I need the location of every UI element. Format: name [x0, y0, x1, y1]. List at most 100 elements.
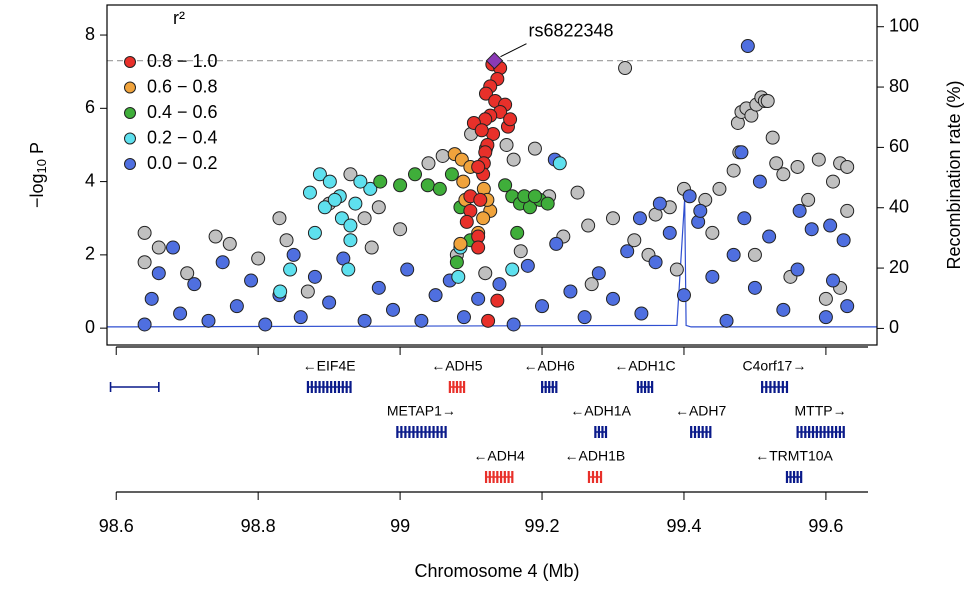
gene-exon: [408, 426, 411, 438]
gene-exon: [796, 426, 799, 438]
snp-point: [322, 174, 337, 189]
snp-point: [371, 200, 386, 215]
gene-exon: [337, 381, 341, 393]
gene-exon: [842, 426, 845, 438]
snp-point: [451, 269, 466, 284]
snp-point: [747, 280, 762, 295]
snp-point: [357, 313, 372, 328]
x-tick-label: 99.6: [808, 516, 843, 536]
snp-point: [676, 288, 691, 303]
snp-point: [317, 200, 332, 215]
legend-marker: [124, 56, 136, 68]
snp-point: [840, 159, 855, 174]
x-tick-label: 99: [390, 516, 410, 536]
snp-point: [506, 317, 521, 332]
gene-exon: [488, 471, 491, 483]
gene-exon: [459, 381, 462, 393]
snp-point: [719, 313, 734, 328]
snp-point: [510, 225, 525, 240]
gene-exon: [823, 426, 826, 438]
snp-point: [393, 178, 408, 193]
snp-point: [769, 156, 784, 171]
snp-point: [823, 218, 838, 233]
gene-exon: [838, 426, 842, 438]
snp-point: [513, 244, 528, 259]
gene-label: ←ADH4: [473, 448, 525, 464]
snp-point: [435, 148, 450, 163]
snp-point: [307, 269, 322, 284]
gene-exon: [462, 381, 466, 393]
snp-point: [760, 93, 775, 108]
annotation-leader: [500, 43, 527, 58]
legend-label: 0.6 − 0.8: [147, 76, 218, 96]
snp-point: [353, 174, 368, 189]
snp-point: [283, 262, 298, 277]
snp-point: [386, 302, 400, 317]
snp-point: [634, 306, 649, 321]
gene-exon: [697, 426, 700, 438]
snp-point: [428, 288, 443, 303]
y-axis-label: −log10 P: [27, 142, 50, 208]
legend-label: 0.2 − 0.4: [147, 127, 218, 147]
snp-point: [456, 174, 471, 189]
gene-exon: [345, 381, 348, 393]
snp-point: [302, 185, 317, 200]
snp-point: [420, 178, 435, 193]
gene-exon: [690, 426, 693, 438]
snp-point: [456, 310, 471, 325]
gene-exon: [693, 426, 697, 438]
snp-point: [801, 192, 816, 207]
legend-marker: [124, 81, 136, 94]
snp-point: [618, 61, 633, 76]
snp-point: [549, 236, 564, 251]
snp-point: [490, 293, 505, 308]
snp-point: [307, 225, 322, 240]
snp-point: [503, 112, 518, 127]
y2-tick-label: 20: [889, 257, 909, 277]
snp-point: [811, 152, 826, 167]
gene-exon: [781, 381, 784, 393]
y2-tick-label: 40: [889, 196, 909, 216]
gene-label: ←ADH1A: [570, 403, 631, 419]
gene-exon: [597, 426, 601, 438]
gene-exon: [503, 471, 506, 483]
snp-point: [273, 284, 288, 299]
gene-label: MTTP→: [795, 403, 847, 419]
snp-point: [836, 233, 851, 248]
gene-exon: [496, 471, 499, 483]
snp-point: [279, 233, 294, 248]
gene-exon: [800, 471, 803, 483]
snp-point: [166, 240, 180, 255]
gene-exon: [420, 426, 423, 438]
snp-point: [343, 167, 358, 182]
gene-exon: [548, 381, 551, 393]
gene-exon: [448, 381, 451, 393]
y2-tick-label: 100: [889, 15, 919, 35]
snp-point: [584, 277, 599, 292]
gene-exon: [599, 471, 603, 483]
gene-exon: [595, 471, 599, 483]
gene-exon: [318, 381, 321, 393]
gene-exon: [432, 426, 435, 438]
gene-exon: [601, 426, 604, 438]
snp-point: [581, 218, 596, 233]
gene-exon: [492, 471, 495, 483]
gene-exon: [341, 381, 344, 393]
snp-point: [499, 137, 514, 152]
snp-point: [790, 159, 805, 174]
snp-point: [393, 222, 408, 237]
gene-label: ←EIF4E: [303, 358, 356, 374]
snp-point: [652, 196, 667, 211]
gene-label: ←ADH1B: [565, 448, 626, 464]
gene-exon: [330, 381, 333, 393]
gene-exon: [765, 381, 768, 393]
snp-point: [505, 262, 520, 277]
snp-point: [449, 255, 464, 270]
gene-exon: [444, 426, 447, 438]
snp-point: [492, 277, 507, 292]
x-tick-label: 98.6: [99, 516, 134, 536]
gene-exon: [800, 426, 803, 438]
snp-point: [527, 141, 542, 156]
snp-point: [804, 222, 819, 237]
gene-exon: [785, 381, 789, 393]
